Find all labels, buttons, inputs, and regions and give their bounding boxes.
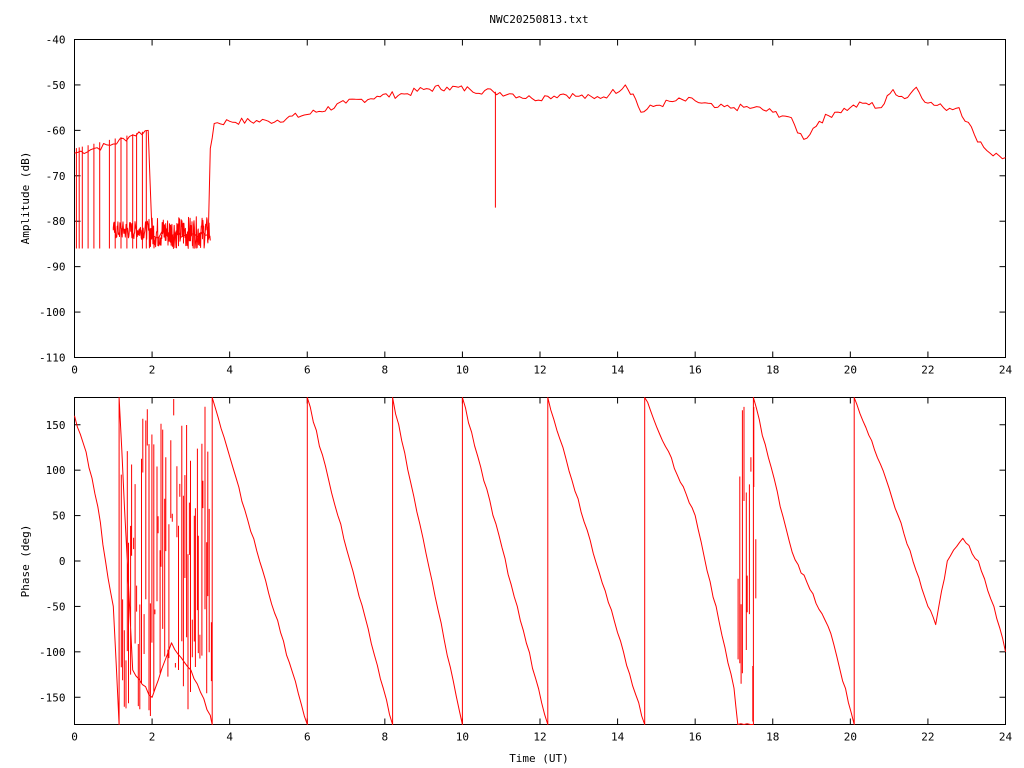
amplitude-x-tick-label-4: 8 [382,364,389,377]
amplitude-x-tick-label-1: 2 [149,364,156,377]
amplitude-x-tick-label-10: 20 [844,364,857,377]
amplitude-y-axis-label: Amplitude (dB) [19,152,32,245]
phase-y-tick-label-1: 100 [46,464,66,477]
phase-series-line [74,397,1006,725]
phase-y-tick-label-2: 50 [52,510,65,523]
phase-x-tick-label-10: 20 [844,731,857,744]
amplitude-y-tick-label-7: -110 [39,352,66,365]
amplitude-y-tick-label-2: -60 [46,124,66,137]
amplitude-panel: 0 2 4 6 8 10 12 14 16 18 20 22 24-40-50-60-70-80-90-… [19,34,1012,377]
phase-x-tick-label-12: 24 [999,731,1013,744]
phase-x-tick-label-7: 14 [611,731,625,744]
amplitude-y-tick-label-4: -80 [46,215,66,228]
phase-x-tick-label-6: 12 [533,731,546,744]
amplitude-tick-labels: 0 2 4 6 8 10 12 14 16 18 20 22 24-40-50-60-70-80-90-… [39,34,1012,377]
chart-title: NWC20250813.txt [489,13,588,26]
phase-y-axis-label: Phase (deg) [19,525,32,598]
phase-plot-frame [74,397,1006,725]
phase-x-axis-label: Time (UT) [509,752,569,765]
phase-tick-labels: 0 2 4 6 8 10 12 14 16 18 20 22 24150100500-50-100-15… [39,419,1012,744]
amplitude-y-tick-label-5: -90 [46,261,66,274]
phase-y-tick-label-3: 0 [59,555,66,568]
amplitude-y-tick-label-6: -100 [39,306,66,319]
amplitude-x-tick-label-7: 14 [611,364,625,377]
amplitude-x-tick-label-9: 18 [766,364,779,377]
phase-y-tick-label-5: -100 [39,646,66,659]
phase-x-tick-label-9: 18 [766,731,779,744]
phase-x-tick-label-8: 16 [689,731,702,744]
amplitude-x-tick-label-6: 12 [533,364,546,377]
amplitude-x-tick-label-2: 4 [226,364,233,377]
phase-x-tick-label-1: 2 [149,731,156,744]
amplitude-series-line [74,84,1006,249]
amplitude-ticks [74,39,1006,358]
amplitude-x-tick-label-8: 16 [689,364,702,377]
phase-x-tick-label-11: 22 [921,731,934,744]
amplitude-x-tick-label-12: 24 [999,364,1013,377]
phase-x-tick-label-5: 10 [456,731,469,744]
amplitude-x-tick-label-5: 10 [456,364,469,377]
phase-y-tick-label-4: -50 [46,600,66,613]
amplitude-y-tick-label-0: -40 [46,34,66,47]
phase-x-tick-label-2: 4 [226,731,233,744]
phase-y-tick-label-6: -150 [39,691,66,704]
phase-y-tick-label-0: 150 [46,419,66,432]
amplitude-x-tick-label-0: 0 [71,364,78,377]
phase-panel: 0 2 4 6 8 10 12 14 16 18 20 22 24150100500-50-100-15… [19,397,1012,765]
amplitude-y-tick-label-1: -50 [46,79,66,92]
amplitude-x-tick-label-11: 22 [921,364,934,377]
phase-ticks [74,397,1006,725]
amplitude-plot-frame [74,39,1006,358]
phase-x-tick-label-0: 0 [71,731,78,744]
phase-x-tick-label-4: 8 [382,731,389,744]
phase-x-tick-label-3: 6 [304,731,311,744]
amplitude-x-tick-label-3: 6 [304,364,311,377]
amplitude-y-tick-label-3: -70 [46,170,66,183]
